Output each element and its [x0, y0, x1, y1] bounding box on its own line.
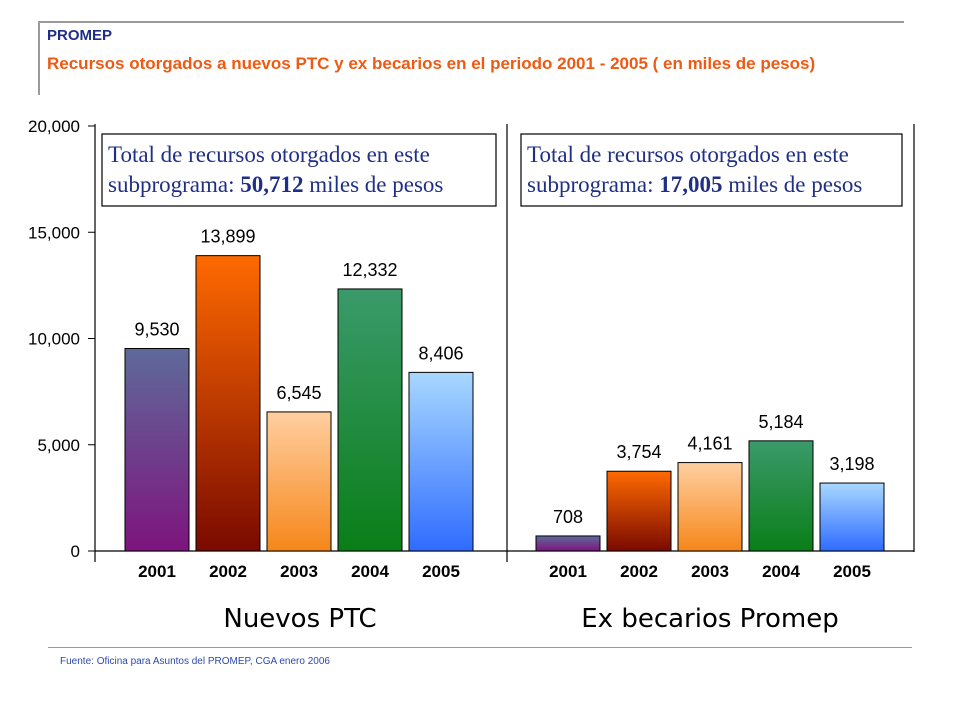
- y-tick-label: 20,000: [28, 117, 80, 136]
- y-tick-label: 10,000: [28, 330, 80, 349]
- data-label: 3,754: [616, 442, 661, 462]
- data-label: 3,198: [829, 454, 874, 474]
- total-note-line2: subprograma: 17,005 miles de pesos: [527, 172, 862, 197]
- x-tick-label: 2002: [620, 562, 658, 581]
- data-label: 8,406: [418, 343, 463, 363]
- y-tick-label: 0: [71, 542, 80, 561]
- data-label: 9,530: [134, 319, 179, 339]
- header-side-rule: [38, 21, 40, 95]
- total-note-line2: subprograma: 50,712 miles de pesos: [108, 172, 443, 197]
- x-tick-label: 2003: [280, 562, 318, 581]
- total-note-value: 17,005: [659, 172, 722, 197]
- x-tick-label: 2001: [138, 562, 176, 581]
- bar-2004: [748, 440, 814, 552]
- bar-2005: [408, 371, 474, 552]
- bar-2001: [124, 347, 190, 552]
- x-tick-label: 2003: [691, 562, 729, 581]
- panel-title: Nuevos PTC: [223, 604, 376, 634]
- x-tick-label: 2004: [351, 562, 389, 581]
- total-note-prefix: subprograma:: [108, 172, 240, 197]
- x-tick-label: 2001: [549, 562, 587, 581]
- header-label: PROMEP: [47, 27, 113, 44]
- total-note-suffix: miles de pesos: [722, 172, 862, 197]
- x-tick-label: 2005: [833, 562, 871, 581]
- data-label: 4,161: [687, 434, 732, 454]
- data-label: 12,332: [342, 260, 397, 280]
- bar-2002: [606, 470, 672, 552]
- total-note-line1: Total de recursos otorgados en este: [527, 142, 849, 167]
- x-tick-label: 2004: [762, 562, 800, 581]
- y-tick-label: 15,000: [28, 223, 80, 242]
- bar-2004: [337, 288, 403, 552]
- header-rule: [38, 21, 904, 23]
- y-tick-label: 5,000: [37, 436, 80, 455]
- panel-title: Ex becarios Promep: [581, 604, 839, 634]
- bar-2001: [535, 535, 601, 552]
- bar-2003: [266, 411, 332, 552]
- bar-2003: [677, 462, 743, 552]
- chart-title: Recursos otorgados a nuevos PTC y ex bec…: [47, 54, 816, 73]
- x-tick-label: 2005: [422, 562, 460, 581]
- data-label: 5,184: [758, 412, 803, 432]
- total-note-prefix: subprograma:: [527, 172, 659, 197]
- bar-2002: [195, 255, 261, 552]
- total-note-box: [520, 133, 903, 207]
- total-note-box: [101, 133, 497, 207]
- total-note-suffix: miles de pesos: [303, 172, 443, 197]
- total-note-line1: Total de recursos otorgados en este: [108, 142, 430, 167]
- data-label: 13,899: [200, 227, 255, 247]
- footer-rule: [48, 647, 912, 648]
- total-note-value: 50,712: [240, 172, 303, 197]
- bar-2005: [819, 482, 885, 552]
- data-label: 708: [553, 507, 583, 527]
- x-tick-label: 2002: [209, 562, 247, 581]
- source-note: Fuente: Oficina para Asuntos del PROMEP,…: [60, 656, 330, 667]
- data-label: 6,545: [276, 383, 321, 403]
